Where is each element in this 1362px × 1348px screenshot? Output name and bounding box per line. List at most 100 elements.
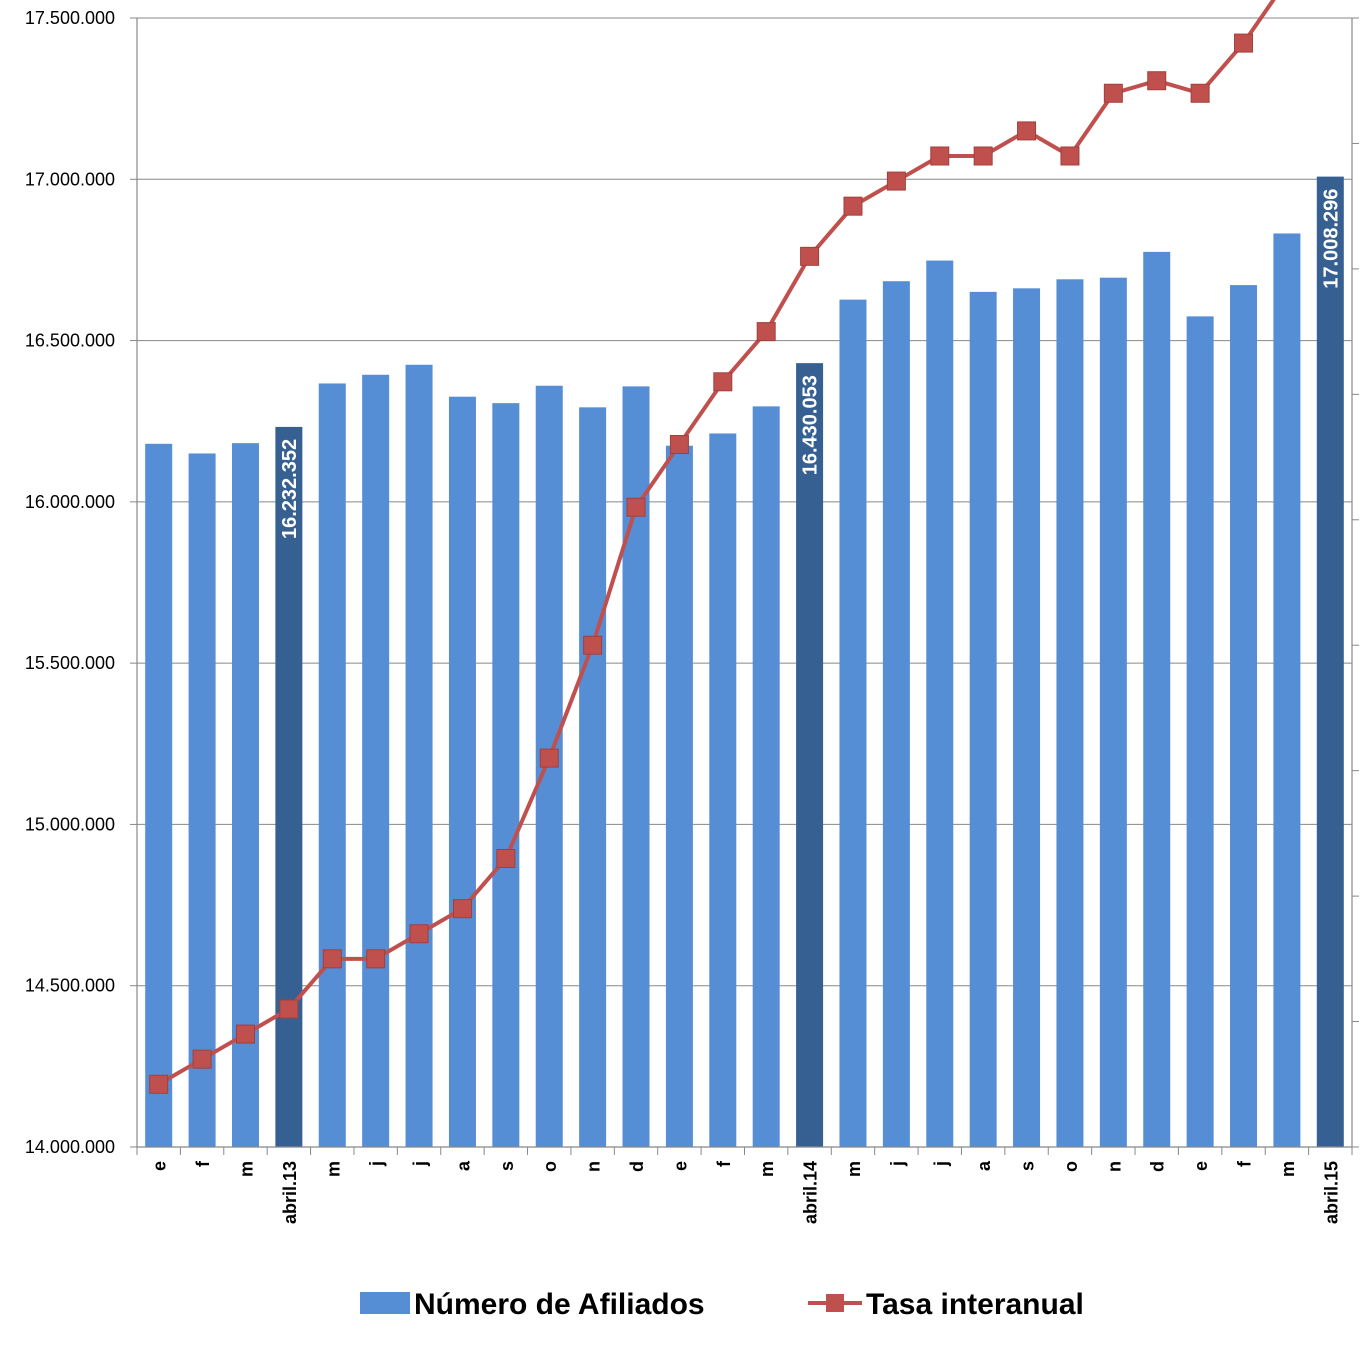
x-tick-label: o [1061,1161,1081,1172]
line-marker [322,949,342,969]
y-tick-label: 14.500.000 [25,976,115,996]
bar [492,403,520,1148]
x-tick-label: s [497,1161,517,1171]
line-marker [973,146,993,166]
x-tick-label: f [1235,1160,1255,1167]
line-marker [279,999,299,1019]
x-tick-label: abril.13 [280,1161,300,1224]
line-marker [235,1024,255,1044]
legend-label-afiliados: Número de Afiliados [414,1288,705,1321]
line-marker [496,848,516,868]
bar [1099,277,1127,1147]
line-marker [1060,146,1080,166]
line-marker [1234,33,1254,53]
y-tick-label: 15.000.000 [25,814,115,834]
x-tick-label: m [236,1161,256,1177]
x-tick-label: d [1148,1161,1168,1172]
x-axis-ticks: e f m abril.13 m j j a s o n d e f m abril.14 m j j a s o n d e f… [150,1160,1342,1224]
x-tick-label: f [193,1160,213,1167]
bar [796,363,824,1147]
legend-label-tasa: Tasa interanual [866,1288,1084,1321]
bar [969,291,997,1147]
line-marker [713,372,733,392]
bar [405,364,433,1147]
bar [448,396,476,1147]
x-tick-label: m [844,1161,864,1177]
bar [882,281,910,1148]
x-tick-label: s [1018,1161,1038,1171]
line-marker [366,949,386,969]
bar [1273,233,1301,1147]
x-tick-label: a [453,1160,473,1171]
bar [579,407,607,1147]
bar [1013,288,1041,1148]
line-path [157,0,1276,1087]
bar [709,433,737,1147]
line-marker [669,435,689,455]
bar [665,445,693,1147]
x-tick-label: e [1191,1161,1211,1171]
line-marker [452,899,472,919]
line-marker [1103,83,1123,103]
y-tick-label: 17.000.000 [25,169,115,189]
bar [839,299,867,1147]
line-marker [886,171,906,191]
bar [1186,316,1214,1148]
line-marker [843,196,863,216]
x-tick-label: f [714,1160,734,1167]
line-marker [149,1074,169,1094]
bar [188,453,216,1147]
bar-data-label: 16.232.352 [279,439,301,539]
line-marker [930,146,950,166]
line-marker [800,246,820,266]
x-tick-label: j [931,1161,951,1167]
line-series [149,0,1276,1094]
line-marker [1190,83,1210,103]
bar [926,260,954,1147]
x-tick-label: e [150,1161,170,1171]
line-marker [583,635,603,655]
x-tick-label: n [1104,1161,1124,1172]
bar [1056,279,1084,1148]
x-tick-label: o [540,1161,560,1172]
x-tick-label: a [974,1160,994,1171]
x-tick-label: e [670,1161,690,1171]
x-tick-label: j [887,1161,907,1167]
x-tick-label: m [1278,1161,1298,1177]
axes [130,17,1359,1155]
x-tick-label: j [410,1161,430,1167]
y-axis-ticks: 14.000.000 14.500.000 15.000.000 15.500.000… [25,8,115,1157]
legend-line-marker [826,1294,844,1312]
y-tick-label: 16.500.000 [25,331,115,351]
bar [1316,176,1344,1147]
x-tick-label: abril.14 [801,1161,821,1224]
x-tick-label: j [367,1161,387,1167]
x-tick-label: m [323,1161,343,1177]
y-tick-label: 14.000.000 [25,1137,115,1157]
bar-data-label: 16.430.053 [800,375,822,475]
line-marker [626,497,646,517]
x-tick-label: abril.15 [1321,1161,1341,1224]
legend-bar-swatch [360,1292,410,1314]
line-marker [756,322,776,342]
bar [145,443,173,1147]
x-tick-label: n [584,1161,604,1172]
y-tick-label: 16.000.000 [25,492,115,512]
y-tick-label: 15.500.000 [25,653,115,673]
line-marker [539,748,559,768]
line-marker [1017,121,1037,141]
bar [1230,285,1258,1148]
x-tick-label: m [757,1161,777,1177]
legend: Número de Afiliados Tasa interanual [360,1288,1084,1321]
y-tick-label: 17.500.000 [25,8,115,28]
line-marker [409,924,429,944]
line-marker [192,1049,212,1069]
bar [362,374,390,1147]
bar-data-labels: 16.232.352 16.430.053 17.008.296 [279,189,1342,539]
bar [1143,251,1171,1148]
bar [275,426,303,1148]
x-tick-label: d [627,1161,647,1172]
bar-data-label: 17.008.296 [1320,189,1342,289]
bar [752,406,780,1148]
